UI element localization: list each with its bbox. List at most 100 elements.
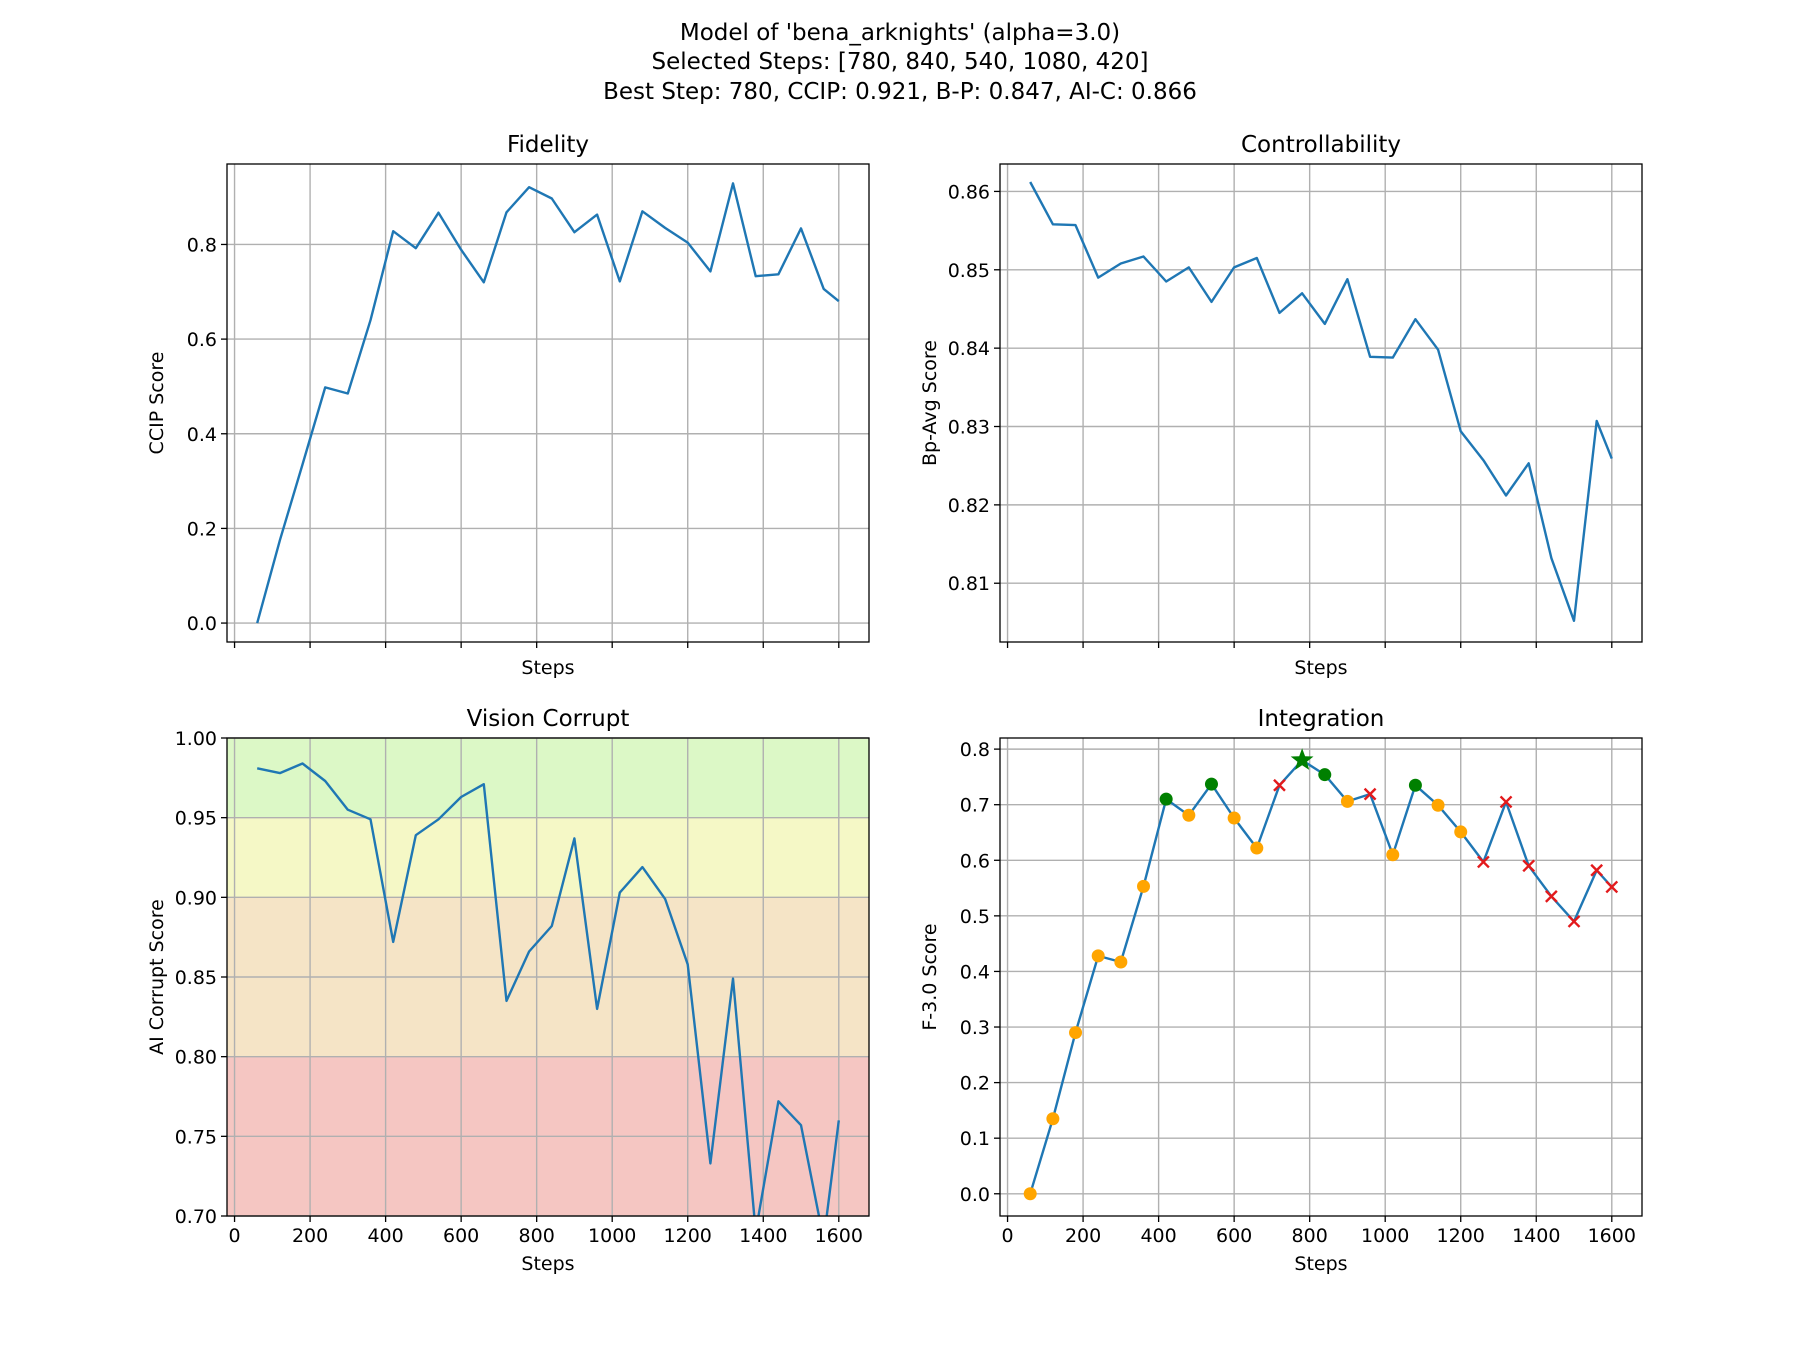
- y-tick-label: 0.0: [187, 613, 217, 635]
- data-point-marker: [1250, 841, 1264, 855]
- data-point-marker: [1182, 808, 1196, 822]
- y-tick-label: 0.0: [960, 1184, 990, 1206]
- x-axis-label: Steps: [1294, 657, 1347, 679]
- figure-title-line-2: Selected Steps: [780, 840, 540, 1080, 42…: [651, 49, 1149, 75]
- series-line: [1029, 759, 1613, 1195]
- data-point-marker: [1386, 848, 1400, 862]
- figure-title-line-3: Best Step: 780, CCIP: 0.921, B-P: 0.847,…: [603, 79, 1197, 105]
- x-tick-label: 200: [292, 1225, 328, 1247]
- y-tick-label: 0.6: [187, 329, 217, 351]
- rejected-step-marker: [1522, 859, 1536, 873]
- y-tick-label: 0.85: [175, 967, 217, 989]
- y-tick-label: 0.8: [960, 739, 990, 761]
- x-tick-label: 400: [1140, 1225, 1176, 1247]
- subplot-controllability: 0.81 0.82 0.83 0.84 0.85 0.86 Controllability S…: [919, 132, 1643, 679]
- x-tick-label: 1400: [739, 1225, 787, 1247]
- y-tick-label: 0.80: [175, 1047, 217, 1069]
- data-point-marker: [1227, 811, 1241, 825]
- rejected-step-marker: [1590, 863, 1604, 877]
- y-tick-label: 1.00: [175, 728, 217, 750]
- x-tick-label: 0: [229, 1225, 241, 1247]
- y-tick-label: 0.3: [960, 1017, 990, 1039]
- best-step-marker: [1290, 748, 1314, 770]
- x-tick-label: 200: [1065, 1225, 1101, 1247]
- rejected-step-marker: [1567, 915, 1581, 928]
- subplot-title: Fidelity: [507, 132, 589, 158]
- axes-frame: [226, 163, 870, 643]
- rejected-step-marker: [1605, 880, 1619, 894]
- y-tick-label: 0.86: [948, 181, 990, 203]
- data-point-marker: [1340, 794, 1354, 808]
- axes-frame: [999, 737, 1643, 1217]
- selected-step-marker: [1204, 777, 1218, 791]
- y-tick-label: 0.83: [948, 417, 990, 439]
- data-point-marker: [1091, 949, 1105, 963]
- y-axis-label: CCIP Score: [146, 352, 168, 455]
- series-line: [256, 762, 840, 1216]
- y-tick-label: 0.5: [960, 906, 990, 928]
- subplot-integration: 0 200 400 600 800 1000 1200 1400 1600 0.0 0.1 0.2 0.…: [919, 706, 1643, 1275]
- x-tick-label: 1200: [1437, 1225, 1485, 1247]
- rejected-step-marker: [1363, 787, 1377, 801]
- data-point-marker: [1069, 1026, 1083, 1040]
- rejected-step-marker: [1545, 890, 1558, 903]
- y-axis-label: Bp-Avg Score: [919, 340, 941, 466]
- x-axis-label: Steps: [521, 1253, 574, 1275]
- x-axis-label: Steps: [521, 657, 574, 679]
- x-tick-label: 1000: [588, 1225, 636, 1247]
- data-point-marker: [1023, 1187, 1037, 1201]
- background-band: [227, 738, 869, 818]
- x-tick-label: 600: [443, 1225, 479, 1247]
- selected-step-marker: [1159, 792, 1173, 806]
- subplot-fidelity: 0.0 0.2 0.4 0.6 0.8 Fidelity Steps CCIP Score: [146, 132, 870, 679]
- y-axis-label: AI Corrupt Score: [146, 899, 168, 1055]
- x-tick-label: 1000: [1361, 1225, 1409, 1247]
- x-tick-label: 800: [1292, 1225, 1328, 1247]
- subplot-title: Integration: [1258, 706, 1385, 732]
- data-point-marker: [1114, 955, 1128, 969]
- y-tick-label: 0.75: [175, 1126, 217, 1148]
- y-tick-label: 0.2: [960, 1073, 990, 1095]
- selected-step-marker: [1318, 768, 1332, 782]
- subplot-title: Controllability: [1241, 132, 1401, 158]
- x-tick-label: 800: [519, 1225, 555, 1247]
- y-tick-label: 0.2: [187, 518, 217, 540]
- y-tick-label: 0.1: [960, 1128, 990, 1150]
- x-tick-label: 1600: [815, 1225, 863, 1247]
- y-tick-label: 0.70: [175, 1206, 217, 1228]
- selected-step-marker: [1408, 778, 1422, 792]
- y-tick-label: 0.4: [960, 961, 990, 983]
- y-tick-label: 0.85: [948, 260, 990, 282]
- data-point-marker: [1431, 798, 1445, 812]
- rejected-step-marker: [1499, 795, 1513, 809]
- series-line: [1029, 181, 1613, 622]
- x-tick-label: 0: [1002, 1225, 1014, 1247]
- figure-title-line-1: Model of 'bena_arknights' (alpha=3.0): [679, 20, 1121, 46]
- x-axis-label: Steps: [1294, 1253, 1347, 1275]
- rejected-step-marker: [1477, 855, 1490, 869]
- data-point-marker: [1137, 879, 1151, 893]
- x-tick-label: 400: [367, 1225, 403, 1247]
- subplot-vision-corrupt: 0 200 400 600 800 1000 1200 1400 1600 0.70 0.75 0.8…: [146, 706, 870, 1275]
- series-line: [256, 182, 840, 624]
- y-tick-label: 0.8: [187, 234, 217, 256]
- y-tick-label: 0.4: [187, 424, 217, 446]
- axes-frame: [999, 163, 1643, 643]
- y-tick-label: 0.6: [960, 850, 990, 872]
- y-tick-label: 0.81: [948, 573, 990, 595]
- x-tick-label: 1400: [1512, 1225, 1560, 1247]
- subplot-title: Vision Corrupt: [467, 706, 630, 732]
- y-tick-label: 0.90: [175, 887, 217, 909]
- y-tick-label: 0.95: [175, 808, 217, 830]
- data-point-marker: [1046, 1112, 1060, 1126]
- y-axis-label: F-3.0 Score: [919, 923, 941, 1030]
- x-tick-label: 1200: [664, 1225, 712, 1247]
- background-band: [227, 817, 869, 898]
- data-point-marker: [1454, 825, 1468, 839]
- x-tick-label: 1600: [1588, 1225, 1636, 1247]
- y-tick-label: 0.84: [948, 338, 990, 360]
- rejected-step-marker: [1273, 778, 1286, 792]
- x-tick-label: 600: [1216, 1225, 1252, 1247]
